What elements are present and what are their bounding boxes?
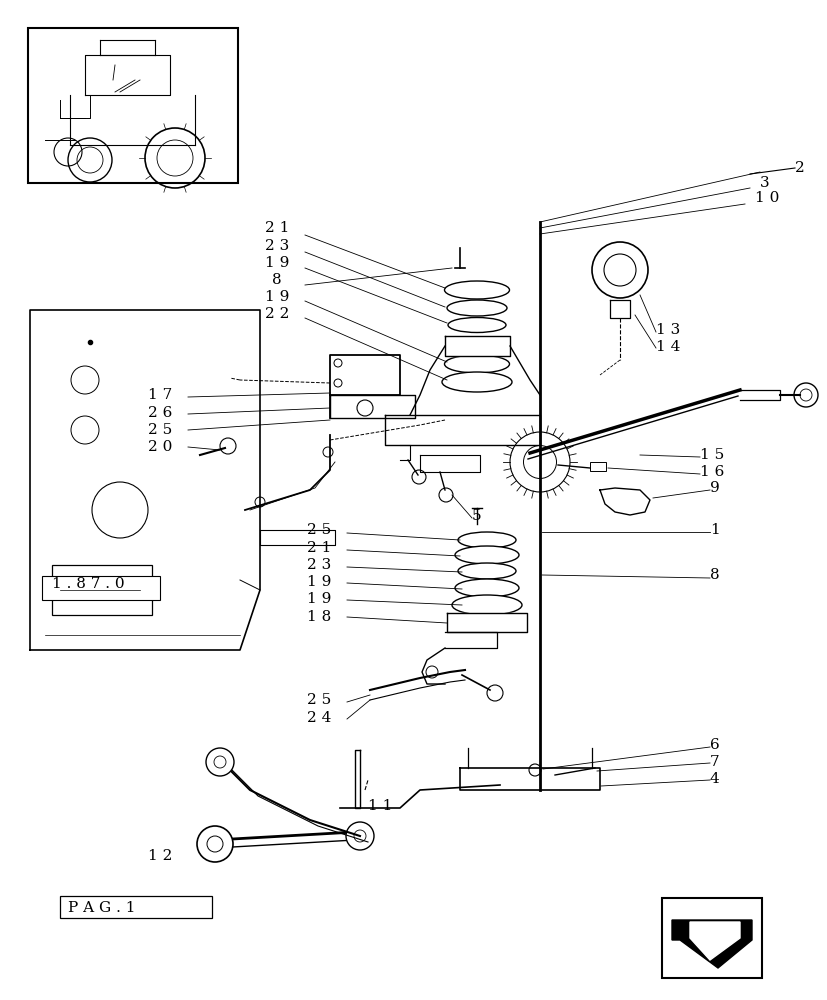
Text: 2 3: 2 3 bbox=[265, 239, 289, 253]
Text: 2 2: 2 2 bbox=[265, 307, 289, 321]
Ellipse shape bbox=[442, 372, 511, 392]
Text: 1 5: 1 5 bbox=[699, 448, 724, 462]
Ellipse shape bbox=[455, 579, 519, 597]
Text: 1 2: 1 2 bbox=[148, 849, 172, 863]
Circle shape bbox=[206, 748, 234, 776]
Bar bbox=[42, 576, 160, 600]
Text: 2 5: 2 5 bbox=[307, 693, 331, 707]
Text: 1: 1 bbox=[709, 523, 719, 537]
Ellipse shape bbox=[457, 563, 515, 579]
Ellipse shape bbox=[455, 546, 519, 564]
Polygon shape bbox=[672, 920, 751, 968]
Text: 1 . 8 7 . 0: 1 . 8 7 . 0 bbox=[52, 577, 125, 591]
Text: 2 4: 2 4 bbox=[307, 711, 331, 725]
Text: 4: 4 bbox=[709, 772, 719, 786]
Polygon shape bbox=[600, 488, 649, 515]
Text: 1 3: 1 3 bbox=[655, 323, 680, 337]
Text: 7: 7 bbox=[709, 755, 719, 769]
Circle shape bbox=[354, 830, 366, 842]
Circle shape bbox=[603, 254, 635, 286]
Text: 1 1: 1 1 bbox=[367, 799, 392, 813]
Text: 2 5: 2 5 bbox=[148, 423, 172, 437]
Text: 1 7: 1 7 bbox=[148, 388, 172, 402]
Text: P A G . 1: P A G . 1 bbox=[68, 901, 136, 915]
Polygon shape bbox=[447, 613, 526, 632]
Circle shape bbox=[207, 836, 222, 852]
Text: 5: 5 bbox=[471, 509, 481, 523]
Bar bbox=[52, 565, 152, 615]
Polygon shape bbox=[689, 922, 739, 960]
Circle shape bbox=[197, 826, 232, 862]
Text: 2 1: 2 1 bbox=[307, 541, 331, 555]
Text: 1 9: 1 9 bbox=[265, 256, 289, 270]
Text: 1 4: 1 4 bbox=[655, 340, 680, 354]
Bar bbox=[662, 898, 761, 978]
Text: 2 0: 2 0 bbox=[148, 440, 172, 454]
Ellipse shape bbox=[447, 300, 506, 316]
Ellipse shape bbox=[447, 318, 505, 332]
Text: 3: 3 bbox=[759, 176, 768, 190]
Text: 2 1: 2 1 bbox=[265, 221, 289, 235]
Ellipse shape bbox=[444, 281, 509, 299]
Text: 1 0: 1 0 bbox=[754, 191, 778, 205]
Text: 1 6: 1 6 bbox=[699, 465, 724, 479]
Text: 8: 8 bbox=[272, 273, 281, 287]
Circle shape bbox=[213, 756, 226, 768]
Text: 6: 6 bbox=[709, 738, 719, 752]
Circle shape bbox=[591, 242, 648, 298]
Text: 2 5: 2 5 bbox=[307, 523, 331, 537]
Text: 1 9: 1 9 bbox=[265, 290, 289, 304]
Ellipse shape bbox=[452, 595, 521, 615]
Polygon shape bbox=[444, 336, 509, 356]
Circle shape bbox=[346, 822, 374, 850]
Bar bbox=[60, 896, 212, 918]
Text: 9: 9 bbox=[709, 481, 719, 495]
Ellipse shape bbox=[444, 355, 509, 373]
Ellipse shape bbox=[457, 532, 515, 548]
Text: 1 9: 1 9 bbox=[307, 592, 331, 606]
Bar bbox=[590, 462, 605, 471]
Text: 2: 2 bbox=[794, 161, 804, 175]
Bar bbox=[28, 28, 237, 183]
Text: 8: 8 bbox=[709, 568, 719, 582]
Text: 2 3: 2 3 bbox=[307, 558, 331, 572]
Text: 1 9: 1 9 bbox=[307, 575, 331, 589]
Text: 2 6: 2 6 bbox=[148, 406, 172, 420]
Text: 1 8: 1 8 bbox=[307, 610, 331, 624]
